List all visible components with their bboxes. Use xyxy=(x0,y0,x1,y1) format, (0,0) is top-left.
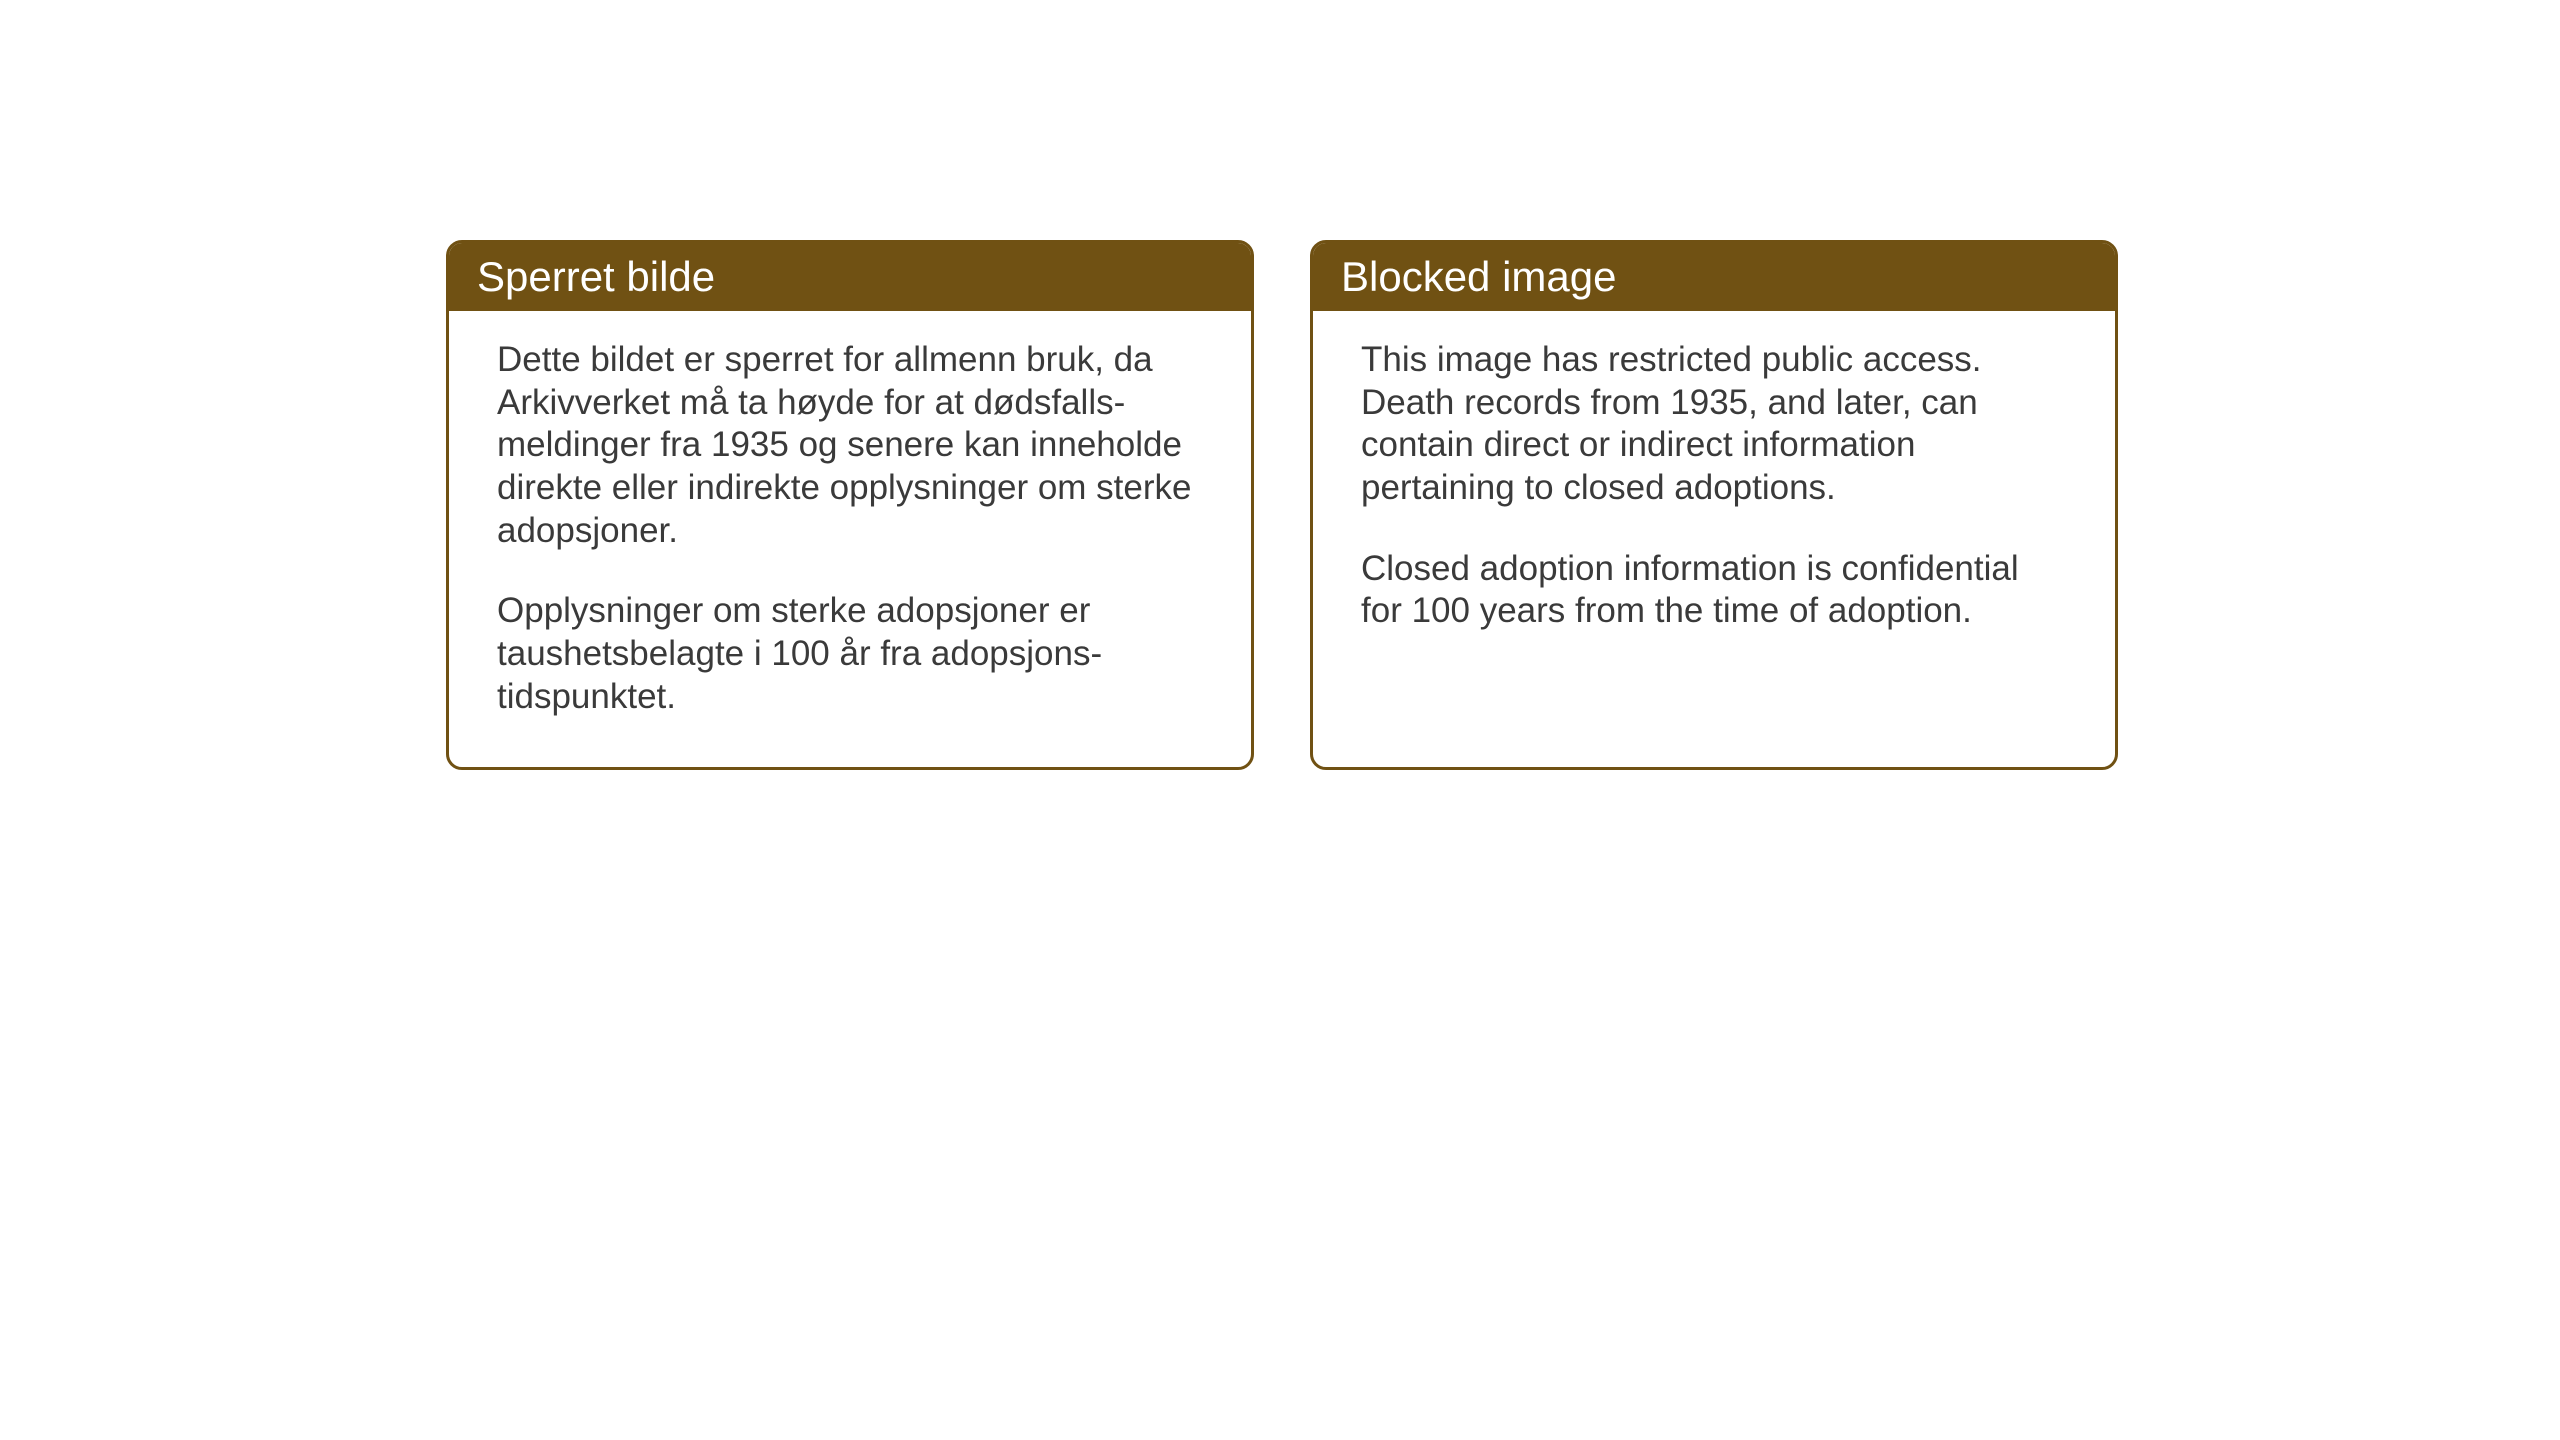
english-paragraph-1: This image has restricted public access.… xyxy=(1361,339,2067,510)
english-paragraph-2: Closed adoption information is confident… xyxy=(1361,548,2067,633)
english-card-body: This image has restricted public access.… xyxy=(1313,311,2115,731)
norwegian-card-title: Sperret bilde xyxy=(449,243,1251,311)
norwegian-notice-card: Sperret bilde Dette bildet er sperret fo… xyxy=(446,240,1254,770)
norwegian-card-body: Dette bildet er sperret for allmenn bruk… xyxy=(449,311,1251,767)
notice-cards-container: Sperret bilde Dette bildet er sperret fo… xyxy=(446,240,2118,770)
norwegian-paragraph-2: Opplysninger om sterke adopsjoner er tau… xyxy=(497,590,1203,718)
english-notice-card: Blocked image This image has restricted … xyxy=(1310,240,2118,770)
norwegian-paragraph-1: Dette bildet er sperret for allmenn bruk… xyxy=(497,339,1203,552)
english-card-title: Blocked image xyxy=(1313,243,2115,311)
